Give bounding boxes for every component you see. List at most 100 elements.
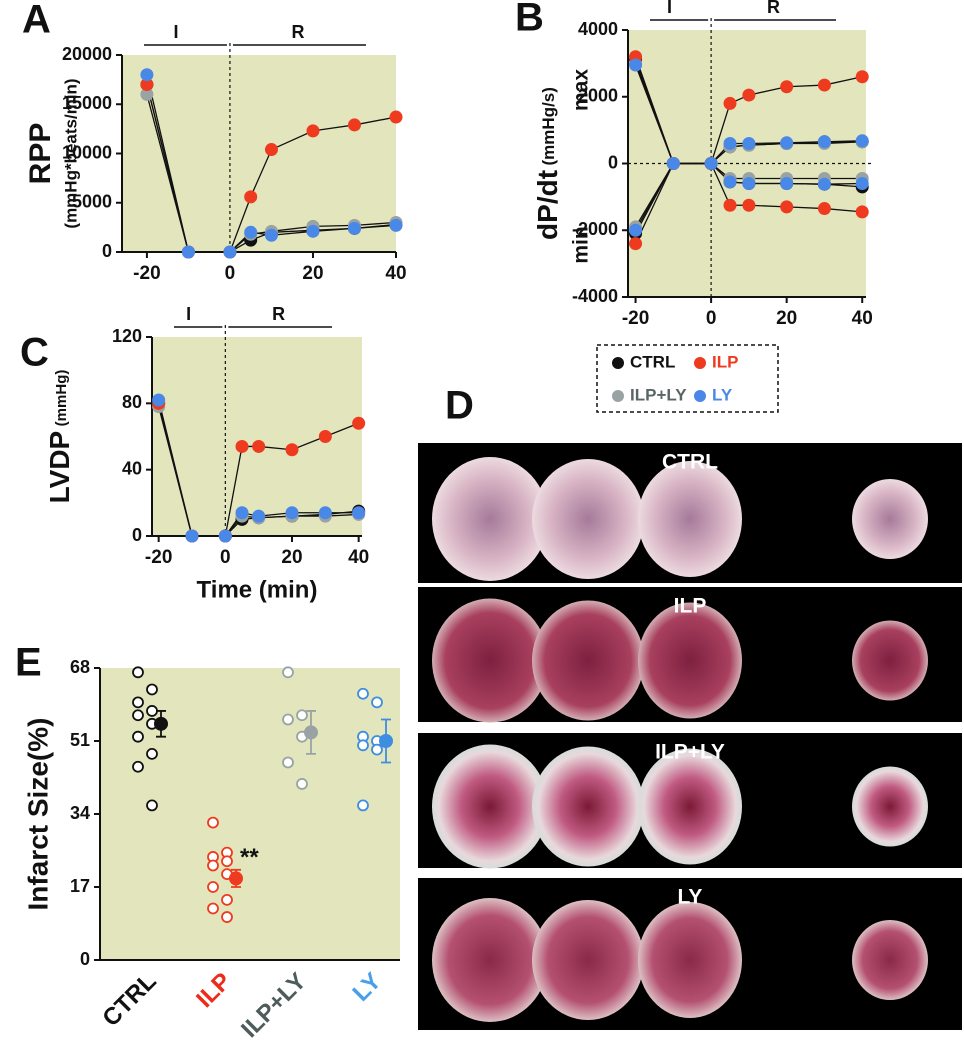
y-axis-title: dP/dt (mmHg/s) xyxy=(532,87,563,240)
y-tick-label: -2000 xyxy=(572,219,618,239)
data-point xyxy=(723,136,737,150)
heart-section xyxy=(432,744,548,869)
y-tick-label: 17 xyxy=(70,876,90,896)
mean-point xyxy=(304,725,318,740)
data-point xyxy=(264,228,278,242)
x-tick-label: -20 xyxy=(133,263,160,284)
heart-section xyxy=(638,461,742,577)
heart-section xyxy=(432,898,548,1022)
legend-label: ILP xyxy=(712,352,738,371)
data-point xyxy=(185,529,199,543)
x-tick-label: -20 xyxy=(145,547,172,568)
data-point xyxy=(306,124,320,138)
y-axis-title: LVDP (mmHg) xyxy=(44,370,75,504)
data-point xyxy=(347,118,361,132)
heart-section xyxy=(852,920,928,1000)
legend-marker xyxy=(694,390,706,402)
data-point xyxy=(704,157,718,170)
data-point xyxy=(318,430,332,443)
data-point xyxy=(252,509,266,523)
individual-point xyxy=(207,859,219,872)
data-point xyxy=(742,177,756,191)
plot-background xyxy=(100,668,400,960)
data-point xyxy=(347,221,361,235)
panel-letter: B xyxy=(515,0,544,40)
y-tick-label: 10000 xyxy=(62,142,112,162)
phase-label: R xyxy=(767,0,780,17)
data-point xyxy=(817,135,831,149)
x-tick-label: ILP xyxy=(191,968,236,1013)
x-tick-label: 40 xyxy=(348,547,369,568)
individual-point xyxy=(296,778,308,790)
heart-section xyxy=(638,602,742,719)
data-point xyxy=(244,225,258,239)
data-point xyxy=(855,134,869,148)
phase-label: I xyxy=(173,22,178,42)
panel-letter: A xyxy=(22,0,51,42)
legend-label: ILP+LY xyxy=(630,385,687,404)
x-tick-label: 0 xyxy=(220,547,231,568)
x-axis-title: Time (min) xyxy=(197,576,318,603)
heart-section xyxy=(638,748,742,865)
max-label: max xyxy=(570,69,593,111)
individual-point xyxy=(146,799,158,812)
legend-marker xyxy=(694,357,706,369)
individual-point xyxy=(207,902,219,915)
data-point xyxy=(780,177,794,191)
phase-label: I xyxy=(667,0,672,17)
legend-label: CTRL xyxy=(630,352,675,371)
mean-point xyxy=(154,716,168,731)
individual-point xyxy=(357,799,369,812)
y-tick-label: 4000 xyxy=(578,19,618,39)
data-point xyxy=(285,506,299,520)
data-point xyxy=(235,506,249,520)
data-point xyxy=(152,393,166,407)
significance-annotation: ** xyxy=(240,844,259,871)
individual-point xyxy=(296,709,308,722)
data-point xyxy=(140,87,154,101)
heart-section xyxy=(532,746,644,867)
legend-box xyxy=(596,344,779,413)
individual-point xyxy=(207,881,219,893)
y-tick-label: 0 xyxy=(608,152,618,172)
x-tick-label: CTRL xyxy=(97,968,161,1032)
heart-section xyxy=(638,902,742,1018)
individual-point xyxy=(146,705,158,717)
data-point xyxy=(723,198,737,212)
x-tick-label: 0 xyxy=(225,263,236,284)
data-point xyxy=(389,218,403,232)
y-tick-label: 5000 xyxy=(72,192,112,212)
data-point xyxy=(140,78,154,92)
data-point xyxy=(742,88,756,102)
data-point xyxy=(318,506,332,520)
data-point xyxy=(723,96,737,110)
y-axis-title-unit: (mmHg/s) xyxy=(539,87,558,165)
data-point xyxy=(817,177,831,191)
individual-point xyxy=(221,855,233,868)
photo-label: ILP xyxy=(674,595,707,618)
data-point xyxy=(855,177,869,191)
individual-point xyxy=(132,760,144,773)
heart-section xyxy=(432,457,548,581)
series-line xyxy=(146,74,397,253)
individual-point xyxy=(146,683,158,696)
x-tick-label: 20 xyxy=(281,547,302,568)
individual-point xyxy=(371,696,383,709)
data-point xyxy=(285,443,299,457)
photo-label: ILP+LY xyxy=(655,741,725,764)
y-axis-title-main: LVDP xyxy=(44,431,75,504)
y-tick-label: 0 xyxy=(102,241,112,261)
legend-marker xyxy=(612,390,624,402)
heart-section xyxy=(532,900,644,1020)
data-point xyxy=(723,175,737,189)
mean-point xyxy=(229,871,243,886)
y-axis-title-main: dP/dt xyxy=(532,170,563,240)
data-point xyxy=(244,190,258,204)
y-tick-label: -4000 xyxy=(572,286,618,306)
data-point xyxy=(306,224,320,238)
data-point xyxy=(629,223,643,237)
individual-point xyxy=(282,666,294,679)
y-tick-label: 20000 xyxy=(62,44,112,64)
x-tick-label: LY xyxy=(348,968,387,1007)
